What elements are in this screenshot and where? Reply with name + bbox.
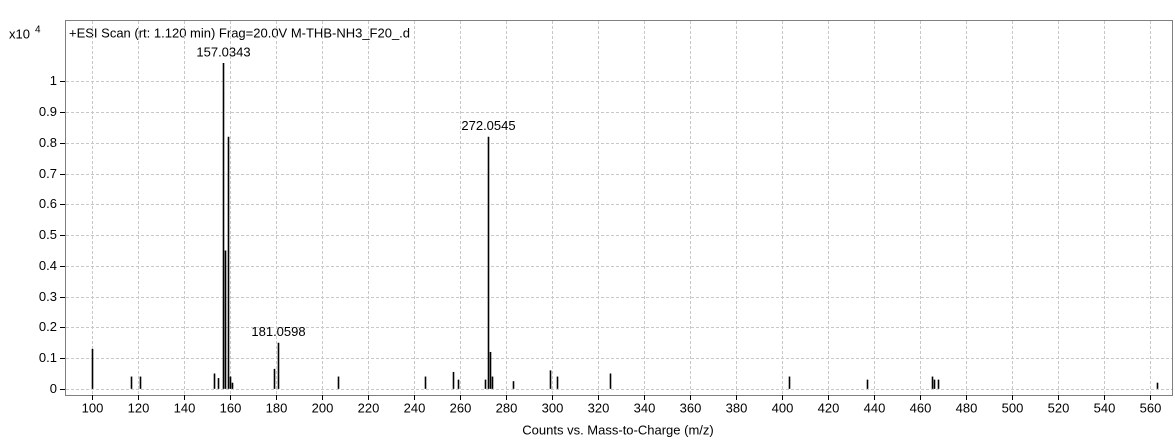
x-tick-label: 180 (266, 400, 288, 415)
x-tick-label: 140 (174, 400, 196, 415)
y-multiplier: x10 (9, 26, 30, 41)
x-axis-label: Counts vs. Mass-to-Charge (m/z) (522, 422, 713, 437)
chart-title: +ESI Scan (rt: 1.120 min) Frag=20.0V M-T… (69, 25, 410, 40)
x-tick-label: 380 (726, 400, 748, 415)
x-tick-label: 200 (312, 400, 334, 415)
x-tick-label: 320 (588, 400, 610, 415)
x-tick-label: 460 (910, 400, 932, 415)
x-tick-label: 120 (128, 400, 150, 415)
y-tick-label: 0.9 (39, 104, 57, 119)
y-tick-label: 0.1 (39, 350, 57, 365)
x-tick-label: 540 (1094, 400, 1116, 415)
x-tick-label: 260 (450, 400, 472, 415)
x-tick-label: 440 (864, 400, 886, 415)
y-tick-label: 0.5 (39, 227, 57, 242)
y-tick-label: 0.7 (39, 166, 57, 181)
x-tick-label: 500 (1002, 400, 1024, 415)
x-tick-label: 360 (680, 400, 702, 415)
y-tick-label: 0.3 (39, 289, 57, 304)
x-tick-label: 420 (818, 400, 840, 415)
x-tick-label: 520 (1048, 400, 1070, 415)
y-tick-label: 0.4 (39, 258, 57, 273)
y-tick-label: 1 (50, 73, 57, 88)
plot-frame (65, 20, 1173, 396)
x-tick-label: 340 (634, 400, 656, 415)
peak-label: 157.0343 (196, 44, 250, 59)
x-tick-label: 280 (496, 400, 518, 415)
x-tick-label: 220 (358, 400, 380, 415)
x-tick-label: 480 (956, 400, 978, 415)
y-tick-label: 0.6 (39, 196, 57, 211)
y-tick-label: 0.8 (39, 135, 57, 150)
x-tick-label: 300 (542, 400, 564, 415)
y-tick-label: 0 (50, 381, 57, 396)
x-tick-label: 560 (1140, 400, 1162, 415)
peak-label: 181.0598 (251, 324, 305, 339)
x-tick-label: 400 (772, 400, 794, 415)
x-tick-label: 100 (82, 400, 104, 415)
x-tick-label: 240 (404, 400, 426, 415)
x-tick-label: 160 (220, 400, 242, 415)
peak-label: 272.0545 (461, 118, 515, 133)
y-tick-label: 0.2 (39, 319, 57, 334)
y-multiplier-exponent: 4 (35, 25, 41, 36)
